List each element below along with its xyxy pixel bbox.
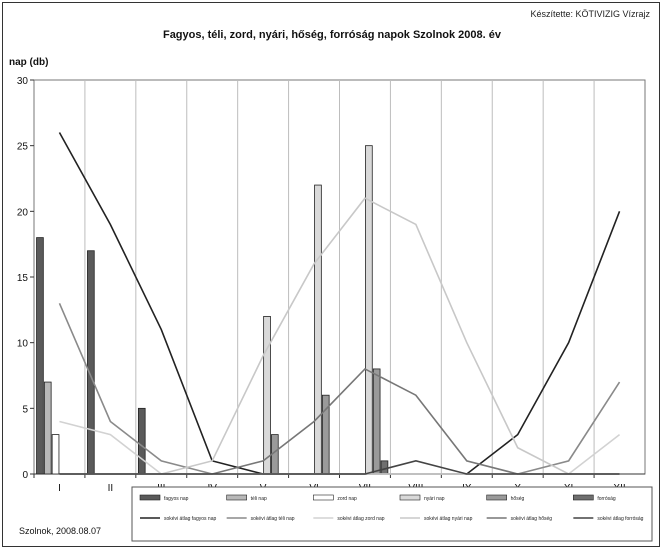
bar-nyári-nap [314, 184, 322, 475]
line-sokévi-átlag-forróság [59, 460, 620, 475]
legend-label: téli nap [251, 496, 267, 502]
legend-swatch [226, 494, 247, 501]
y-tick-label: 10 [17, 339, 29, 350]
author-credit: Készítette: KÖTIVIZIG Vízrajz [530, 9, 650, 19]
x-tick-label: II [108, 483, 114, 494]
bar-nyári-nap [365, 145, 373, 475]
legend-label: sokévi átlag téli nap [251, 516, 295, 522]
legend-swatch [313, 494, 334, 501]
y-axis-label: nap (db) [9, 57, 49, 68]
legend-label: sokévi átlag zord nap [337, 516, 384, 522]
bar-zord-nap [51, 434, 60, 475]
y-tick-label: 30 [17, 76, 29, 87]
legend-label: hőség [511, 496, 525, 502]
footer-place-date: Szolnok, 2008.08.07 [19, 526, 102, 536]
bar-fagyos-nap [87, 250, 95, 475]
chart-title: Fagyos, téli, zord, nyári, hőség, forrós… [162, 29, 502, 41]
bar-fagyos-nap [137, 407, 146, 475]
legend-label: sokévi átlag nyári nap [424, 516, 473, 522]
legend-label: sokévi átlag hőség [511, 516, 553, 522]
bar-forróság [380, 460, 389, 475]
bar-fagyos-nap [36, 237, 44, 475]
legend-label: forróság [597, 496, 616, 502]
legend-label: nyári nap [424, 496, 445, 502]
y-tick-label: 25 [17, 142, 29, 153]
legend-swatch [573, 494, 594, 501]
bar-téli-nap [43, 381, 52, 475]
y-tick-label: 15 [17, 273, 29, 284]
legend-box [131, 486, 653, 542]
bar-hőség [372, 368, 381, 475]
y-tick-label: 5 [22, 404, 28, 415]
legend-swatch [139, 494, 161, 501]
y-tick-label: 0 [22, 470, 28, 481]
legend-label: fagyos nap [164, 496, 189, 502]
legend-swatch [399, 494, 421, 501]
x-tick-label: I [58, 483, 61, 494]
legend-label: sokévi átlag forróság [597, 516, 643, 522]
legend-swatch [486, 494, 507, 501]
legend-label: zord nap [337, 496, 357, 502]
bar-nyári-nap [263, 315, 271, 475]
legend-label: sokévi átlag fagyos nap [164, 516, 216, 522]
y-tick-label: 20 [17, 207, 29, 218]
